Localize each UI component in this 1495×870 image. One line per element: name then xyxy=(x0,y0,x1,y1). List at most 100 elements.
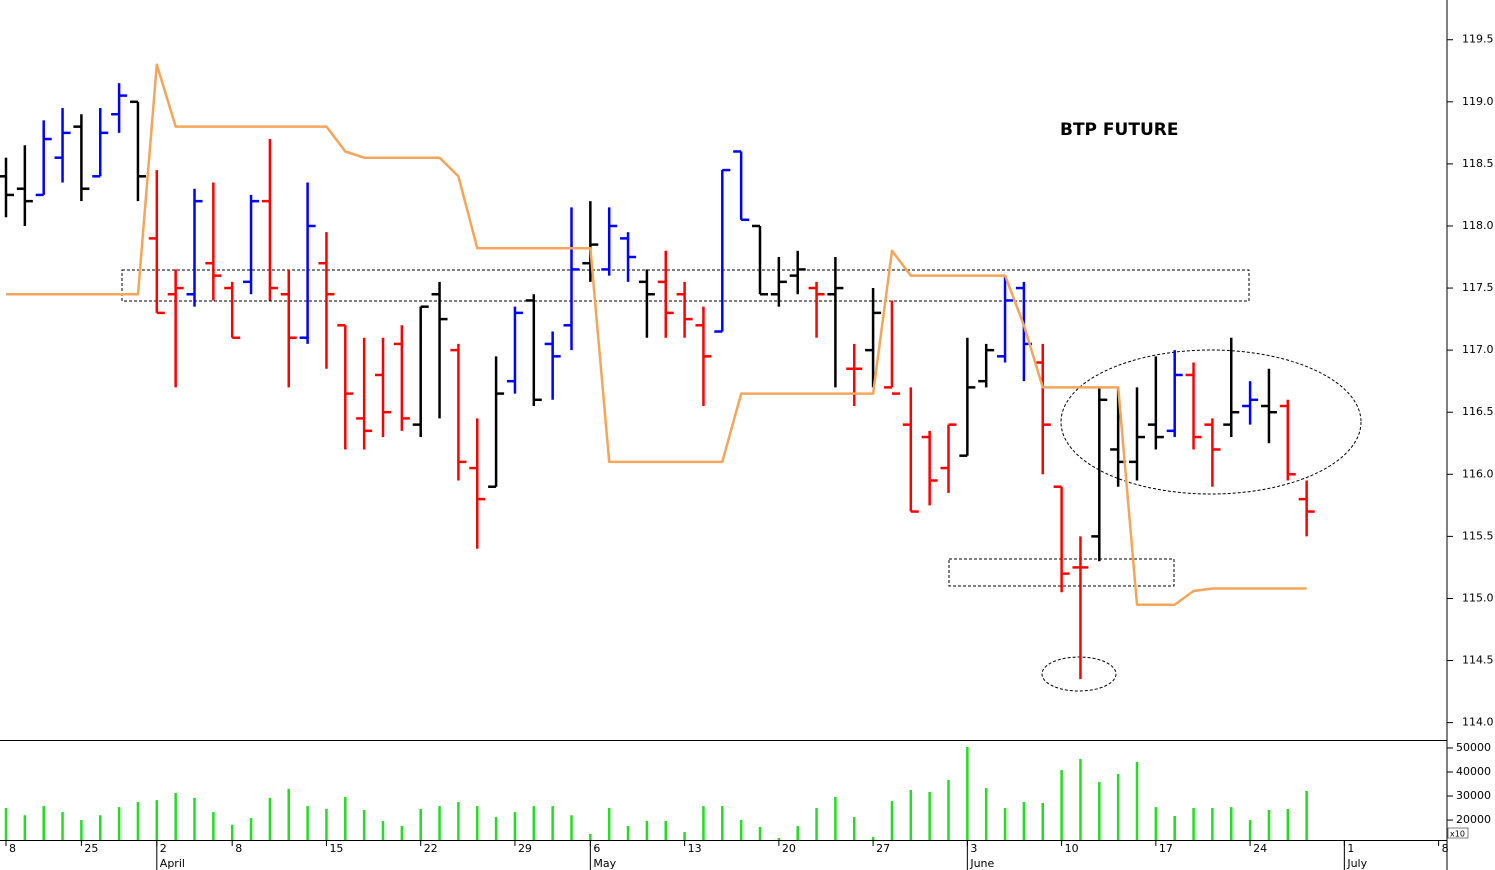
volume-tick-label: 40000 xyxy=(1456,765,1491,778)
volume-bar xyxy=(513,812,517,840)
x-tick-label: 10 xyxy=(1065,842,1079,855)
x-tick-label: 8 xyxy=(9,842,16,855)
volume-bar xyxy=(193,797,196,840)
x-tick-label: 1 xyxy=(1347,842,1354,855)
volume-bar xyxy=(476,806,479,840)
volume-bar xyxy=(607,808,611,840)
volume-bar xyxy=(249,818,253,840)
volume-bar xyxy=(1079,759,1082,840)
volume-bar xyxy=(1248,820,1252,840)
volume-bar xyxy=(664,821,667,840)
volume-bar xyxy=(174,793,177,840)
volume-bar xyxy=(532,806,536,840)
volume-bar xyxy=(117,807,121,840)
y-tick-label: 114.0 xyxy=(1462,716,1494,729)
volume-bar xyxy=(61,812,64,840)
y-tick-label: 116.5 xyxy=(1462,405,1494,418)
x-tick-label: 27 xyxy=(876,842,890,855)
chart-title: BTP FUTURE xyxy=(1060,120,1178,140)
y-tick-label: 114.5 xyxy=(1462,654,1494,667)
volume-bar xyxy=(1041,802,1044,840)
y-tick-label: 119.0 xyxy=(1462,95,1494,108)
volume-bar xyxy=(1267,809,1271,840)
volume-bar xyxy=(136,802,140,840)
low-ellipse xyxy=(1041,656,1117,692)
volume-bar xyxy=(853,817,856,840)
volume-bar xyxy=(645,821,649,840)
volume-bar xyxy=(871,837,875,840)
consolidation-ellipse xyxy=(1060,349,1362,495)
volume-bar xyxy=(589,833,592,840)
volume-tick-label: 50000 xyxy=(1456,741,1491,754)
volume-bar xyxy=(721,806,724,840)
volume-bar xyxy=(212,812,215,840)
volume-bar xyxy=(1305,790,1308,840)
volume-bar xyxy=(494,817,498,840)
y-tick-label: 115.0 xyxy=(1462,591,1494,604)
y-tick-label: 119.5 xyxy=(1462,33,1494,46)
x-tick-label: 20 xyxy=(782,842,796,855)
multiplier-box xyxy=(1447,827,1469,839)
volume-bar xyxy=(928,791,931,840)
x-tick-label: 2 xyxy=(160,842,167,855)
volume-bar xyxy=(457,802,460,840)
volume-bar xyxy=(230,824,234,840)
volume-multiplier: x10 xyxy=(1450,830,1465,839)
volume-bar xyxy=(1003,808,1007,840)
volume-bar xyxy=(344,796,347,840)
x-tick-label: 24 xyxy=(1253,842,1267,855)
volume-bar xyxy=(777,838,781,840)
volume-bar xyxy=(1154,807,1158,840)
volume-bar xyxy=(155,800,159,840)
volume-bar xyxy=(1230,807,1233,840)
x-tick-label: 15 xyxy=(329,842,343,855)
volume-bar xyxy=(1192,808,1195,840)
y-tick-label: 117.5 xyxy=(1462,281,1494,294)
x-tick-label: 8 xyxy=(1442,842,1449,855)
volume-bar xyxy=(42,806,45,840)
volume-bar xyxy=(966,747,969,840)
month-label: April xyxy=(160,857,185,870)
volume-bar xyxy=(890,801,894,840)
x-tick-label: 8 xyxy=(235,842,242,855)
volume-bar xyxy=(1135,761,1139,840)
volume-bar xyxy=(570,815,573,840)
x-tick-label: 29 xyxy=(518,842,532,855)
volume-tick-label: 30000 xyxy=(1456,789,1491,802)
volume-bar xyxy=(80,820,83,840)
y-tick-label: 117.0 xyxy=(1462,343,1494,356)
volume-bar xyxy=(702,806,705,840)
volume-bar xyxy=(287,788,290,840)
volume-bar xyxy=(400,826,404,840)
volume-bar xyxy=(1060,770,1063,840)
volume-bar xyxy=(796,826,799,840)
volume-bar xyxy=(268,797,272,840)
volume-bar xyxy=(381,821,385,840)
volume-bar xyxy=(739,820,743,840)
volume-bar xyxy=(99,815,102,840)
x-tick-label: 22 xyxy=(424,842,438,855)
volume-bar xyxy=(1211,808,1214,840)
volume-bar xyxy=(1116,773,1120,840)
volume-bar xyxy=(1173,815,1176,840)
y-tick-label: 118.5 xyxy=(1462,157,1494,170)
volume-bar xyxy=(626,826,630,840)
month-label: July xyxy=(1346,857,1367,870)
volume-bar xyxy=(984,788,988,840)
volume-bar xyxy=(758,827,762,840)
x-tick-label: 25 xyxy=(84,842,98,855)
volume-bar xyxy=(419,809,422,840)
volume-bar xyxy=(551,806,554,840)
trend-line xyxy=(6,63,1307,606)
y-tick-label: 115.5 xyxy=(1462,529,1494,542)
volume-bar xyxy=(909,790,913,840)
month-label: June xyxy=(969,857,994,870)
volume-bar xyxy=(23,815,27,840)
volume-bar xyxy=(1286,809,1290,840)
volume-bar xyxy=(325,809,328,840)
volume-bar xyxy=(683,832,686,840)
x-tick-label: 3 xyxy=(970,842,977,855)
volume-bar xyxy=(306,806,309,840)
volume-bar xyxy=(362,809,366,840)
month-label: May xyxy=(593,857,616,870)
